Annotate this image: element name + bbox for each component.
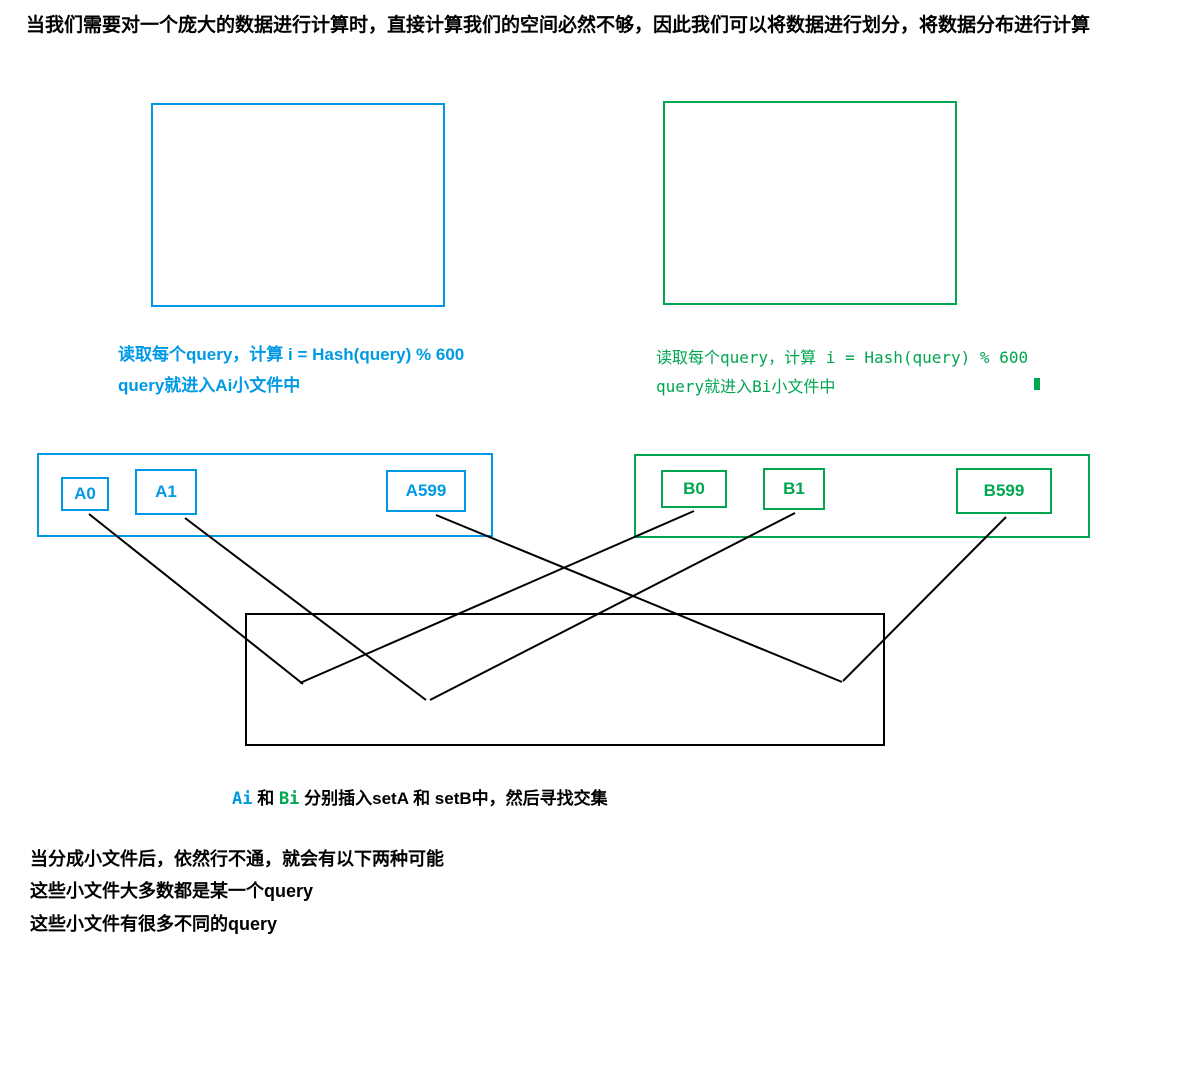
middle-description: Ai 和 Bi 分别插入setA 和 setB中，然后寻找交集: [232, 784, 608, 809]
bottom-line3: 这些小文件有很多不同的query: [30, 908, 444, 940]
left-desc-line1: 读取每个query，计算 i = Hash(query) % 600: [118, 340, 464, 371]
file-b599: B599: [956, 468, 1052, 514]
ai-label: Ai: [232, 789, 252, 809]
right-desc-line1: 读取每个query，计算 i = Hash(query) % 600: [656, 344, 1028, 373]
middle-after: 分别插入setA 和 setB中，然后寻找交集: [299, 789, 607, 808]
right-desc-line2: query就进入Bi小文件中: [656, 373, 1028, 402]
bottom-line2: 这些小文件大多数都是某一个query: [30, 875, 444, 907]
right-source-box: [663, 101, 957, 305]
file-b0: B0: [661, 470, 727, 508]
bottom-line1: 当分成小文件后，依然行不通，就会有以下两种可能: [30, 843, 444, 875]
middle-before: 和: [252, 789, 278, 808]
page-title: 当我们需要对一个庞大的数据进行计算时，直接计算我们的空间必然不够，因此我们可以将…: [26, 10, 1090, 37]
bottom-notes: 当分成小文件后，依然行不通，就会有以下两种可能 这些小文件大多数都是某一个que…: [30, 843, 444, 940]
file-a0: A0: [61, 477, 109, 511]
right-description: 读取每个query，计算 i = Hash(query) % 600 query…: [656, 344, 1028, 402]
file-a599: A599: [386, 470, 466, 512]
cursor-marker: [1034, 378, 1040, 390]
left-description: 读取每个query，计算 i = Hash(query) % 600 query…: [118, 340, 464, 401]
merge-box: [245, 613, 885, 746]
bi-label: Bi: [279, 789, 299, 809]
file-a1: A1: [135, 469, 197, 515]
left-source-box: [151, 103, 445, 307]
left-desc-line2: query就进入Ai小文件中: [118, 371, 464, 402]
file-b1: B1: [763, 468, 825, 510]
